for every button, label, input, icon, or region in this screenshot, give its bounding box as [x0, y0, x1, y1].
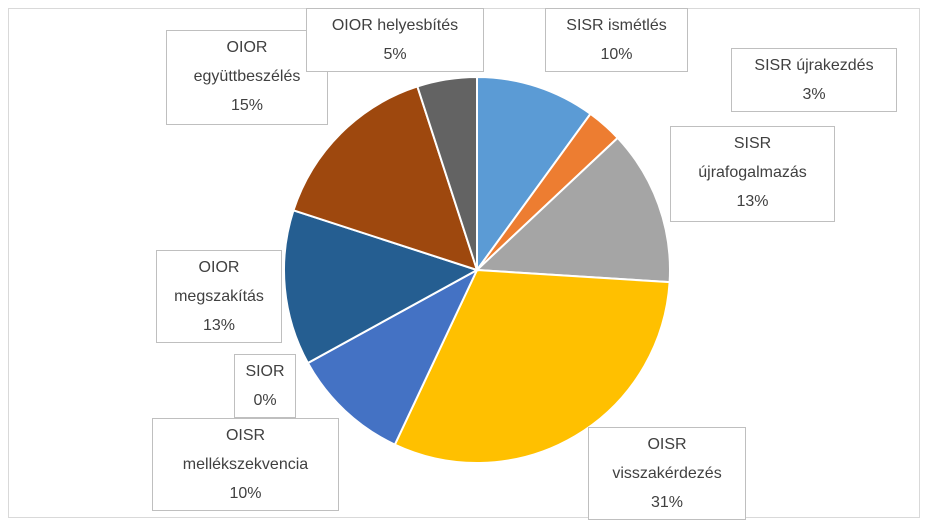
category-name: SISR ismétlés	[566, 17, 667, 34]
category-name: OIOR együttbeszélés	[193, 39, 301, 85]
value-label: 13%	[202, 317, 236, 334]
data-label: OIOR együttbeszélés 15%	[166, 30, 328, 125]
value-label: 31%	[650, 494, 684, 511]
value-label: 5%	[383, 46, 407, 63]
category-name: SIOR	[245, 363, 285, 380]
data-label: OISR visszakérdezés 31%	[588, 427, 746, 520]
data-label: SIOR 0%	[234, 354, 296, 418]
pie-slice	[476, 75, 592, 274]
category-name: OIOR megszakítás	[174, 259, 264, 305]
category-name: OISR visszakérdezés	[612, 436, 722, 482]
pie-slice	[416, 75, 478, 271]
pie-slice	[292, 85, 479, 272]
data-label: SISR újrakezdés 3%	[731, 48, 897, 112]
pie-slice	[474, 136, 671, 284]
category-name: OIOR helyesbítés	[331, 17, 459, 34]
category-name: SISR újrafogalmazás	[698, 135, 807, 181]
value-label: 10%	[600, 46, 633, 63]
data-label: OISR mellékszekvencia 10%	[152, 418, 339, 511]
category-name: SISR újrakezdés	[754, 57, 874, 74]
data-label: OIOR megszakítás 13%	[156, 250, 282, 343]
pie-slice	[283, 209, 480, 365]
category-name: OISR mellékszekvencia	[182, 427, 309, 473]
value-label: 10%	[229, 485, 262, 502]
pie-slice	[306, 267, 480, 446]
value-label: 15%	[230, 97, 264, 114]
value-label: 3%	[802, 86, 826, 103]
value-label: 13%	[736, 193, 769, 210]
pie-slice	[393, 268, 671, 464]
value-label: 0%	[253, 392, 277, 409]
data-label: SISR ismétlés 10%	[545, 8, 688, 72]
data-label: SISR újrafogalmazás 13%	[670, 126, 835, 222]
data-label: OIOR helyesbítés 5%	[306, 8, 484, 72]
